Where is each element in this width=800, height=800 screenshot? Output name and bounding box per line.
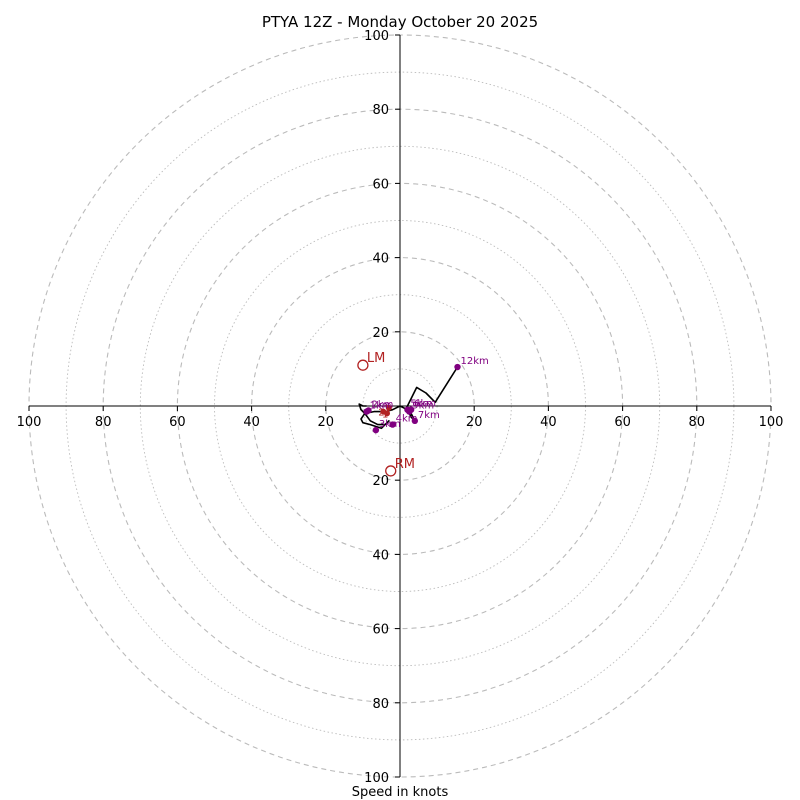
inner-height-point — [380, 408, 387, 415]
inner-height-point — [385, 404, 392, 411]
y-tick-label: 20 — [372, 326, 389, 341]
x-tick-label: 40 — [243, 415, 260, 430]
axes: 20 20 20 20 40 40 40 40 60 60 60 60 80 80 80 80 100 100 10… — [17, 29, 784, 786]
height-label: 7km — [418, 410, 440, 421]
height-point — [372, 426, 380, 434]
height-label: 5km — [410, 399, 432, 410]
wind-trace — [358, 366, 459, 430]
height-point — [411, 417, 419, 425]
inner-height-label: 2 — [378, 408, 384, 419]
storm-motion-label: LM — [367, 351, 385, 366]
x-tick-label: 80 — [95, 415, 112, 430]
y-tick-label: 100 — [364, 771, 389, 786]
storm-motion-label: RM — [395, 457, 415, 472]
x-axis-label: Speed in knots — [352, 785, 449, 800]
y-tick-label: 80 — [372, 697, 389, 712]
height-label: 2km — [371, 399, 393, 410]
x-tick-label: 80 — [689, 415, 706, 430]
height-label: 9km — [412, 401, 434, 412]
height-label: 1km — [370, 401, 392, 412]
wind-trace-line — [358, 366, 459, 430]
height-point — [389, 421, 396, 428]
height-label: 4km — [396, 414, 418, 425]
y-tick-label: 40 — [372, 252, 389, 267]
y-tick-label: 40 — [372, 548, 389, 563]
height-label: 12km — [461, 356, 489, 367]
height-markers: 1231km2km3km4km5km6km7km9km12km — [363, 356, 489, 434]
x-tick-label: 20 — [466, 415, 483, 430]
chart-title: PTYA 12Z - Monday October 20 2025 — [262, 13, 538, 31]
height-point — [406, 408, 413, 415]
y-tick-label: 100 — [364, 29, 389, 44]
storm-motion-point — [357, 359, 369, 371]
x-tick-label: 100 — [17, 415, 42, 430]
y-tick-label: 60 — [372, 623, 389, 638]
x-tick-label: 100 — [759, 415, 784, 430]
inner-height-label: 3 — [384, 404, 390, 415]
height-point — [365, 407, 372, 414]
x-tick-label: 40 — [540, 415, 557, 430]
x-tick-label: 60 — [169, 415, 186, 430]
storm-motion-markers: LM RM — [357, 351, 415, 477]
y-tick-label: 20 — [372, 474, 389, 489]
height-point — [454, 363, 461, 371]
y-tick-label: 80 — [372, 103, 389, 118]
x-tick-label: 60 — [614, 415, 631, 430]
storm-motion-point — [385, 465, 397, 477]
inner-height-label: 1 — [382, 409, 388, 420]
x-tick-label: 20 — [318, 415, 335, 430]
y-tick-label: 60 — [372, 177, 389, 192]
height-label: 6km — [414, 399, 436, 410]
